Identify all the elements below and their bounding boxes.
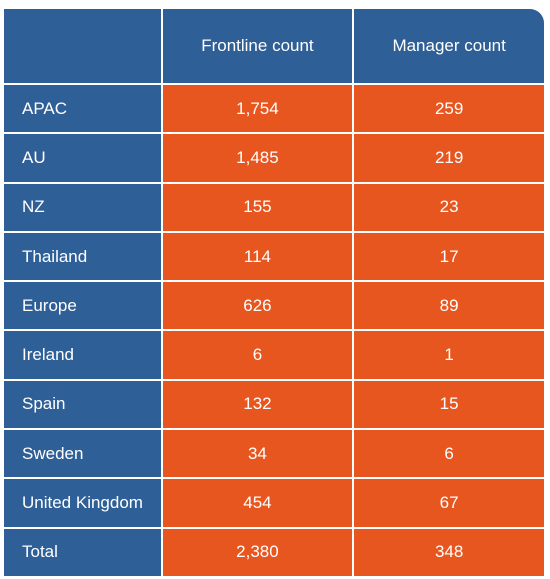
table-row: Total 2,380 348 — [4, 528, 544, 576]
table-header-row: Frontline count Manager count — [4, 9, 544, 83]
manager-count-cell: 67 — [354, 479, 544, 527]
manager-count-cell: 348 — [354, 528, 544, 576]
manager-count-cell: 6 — [354, 430, 544, 478]
region-label-cell: AU — [4, 134, 161, 182]
frontline-count-cell: 1,754 — [162, 85, 353, 133]
table-row: United Kingdom 454 67 — [4, 479, 544, 527]
frontline-count-cell: 6 — [162, 331, 353, 379]
table-body: APAC 1,754 259 AU 1,485 219 NZ 155 23 Thailand 114… — [4, 85, 544, 576]
header-empty-cell — [4, 9, 161, 83]
table-row: Thailand 114 17 — [4, 232, 544, 281]
region-label-cell: Sweden — [4, 430, 161, 478]
manager-count-cell: 1 — [354, 331, 544, 379]
frontline-count-cell: 132 — [162, 380, 353, 429]
frontline-count-cell: 454 — [162, 479, 353, 527]
frontline-count-cell: 155 — [162, 183, 353, 231]
table-row: Sweden 34 6 — [4, 430, 544, 478]
manager-count-cell: 15 — [354, 380, 544, 429]
region-label-cell: NZ — [4, 183, 161, 231]
frontline-count-cell: 114 — [162, 232, 353, 281]
frontline-count-cell: 34 — [162, 430, 353, 478]
region-label-cell: Europe — [4, 282, 161, 330]
frontline-count-cell: 2,380 — [162, 528, 353, 576]
header-frontline-count: Frontline count — [162, 9, 353, 83]
table-row: AU 1,485 219 — [4, 134, 544, 182]
region-label-cell: Thailand — [4, 232, 161, 281]
table-row: Europe 626 89 — [4, 282, 544, 330]
manager-count-cell: 23 — [354, 183, 544, 231]
region-label-cell: APAC — [4, 85, 161, 133]
manager-count-cell: 17 — [354, 232, 544, 281]
region-label-cell: Ireland — [4, 331, 161, 379]
frontline-count-cell: 626 — [162, 282, 353, 330]
frontline-count-cell: 1,485 — [162, 134, 353, 182]
table-row: APAC 1,754 259 — [4, 85, 544, 133]
data-table-container: Frontline count Manager count APAC 1,754 2… — [4, 9, 544, 576]
table-row: Spain 132 15 — [4, 380, 544, 429]
table-row: NZ 155 23 — [4, 183, 544, 231]
manager-count-cell: 259 — [354, 85, 544, 133]
region-label-cell: Spain — [4, 380, 161, 429]
header-manager-count: Manager count — [354, 9, 544, 83]
manager-count-cell: 89 — [354, 282, 544, 330]
manager-count-cell: 219 — [354, 134, 544, 182]
region-count-table: Frontline count Manager count APAC 1,754 2… — [4, 9, 544, 576]
region-label-cell: Total — [4, 528, 161, 576]
table-row: Ireland 6 1 — [4, 331, 544, 379]
region-label-cell: United Kingdom — [4, 479, 161, 527]
